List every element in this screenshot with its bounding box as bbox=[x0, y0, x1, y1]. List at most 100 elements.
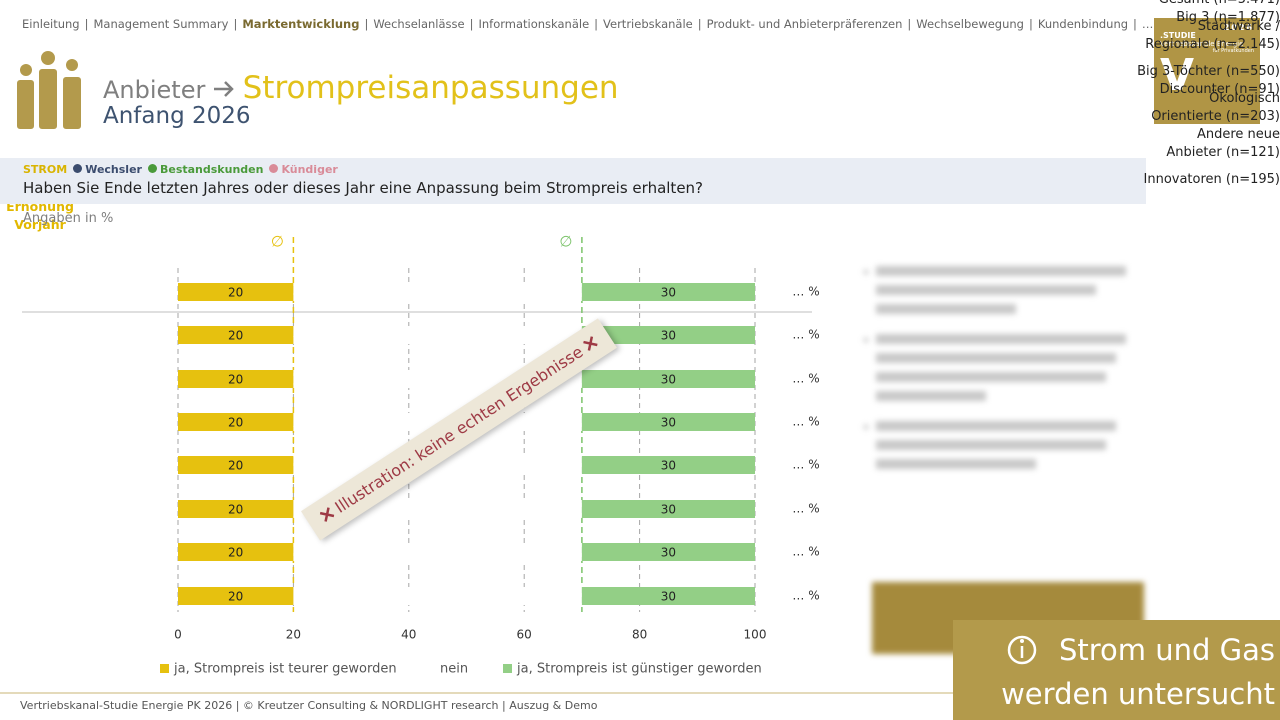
bar-segment bbox=[178, 587, 294, 605]
logo-label: .STUDIE bbox=[1160, 31, 1196, 40]
nav-separator: | bbox=[364, 17, 369, 31]
nav-item: Marktentwicklung bbox=[242, 17, 360, 31]
footer: Vertriebskanal-Studie Energie PK 2026 | … bbox=[20, 699, 598, 712]
nav-item: Produkt- und Anbieterpräferenzen bbox=[706, 17, 903, 31]
logo-letter: V bbox=[1160, 50, 1195, 101]
title-line: Anbieter Strompreisanpassungen bbox=[103, 70, 619, 106]
data-label: 30 bbox=[661, 329, 676, 343]
question-tags: STROM Wechsler Bestandskunden Kündiger bbox=[23, 163, 338, 176]
nav-separator: | bbox=[1028, 17, 1033, 31]
nav-item: Wechselanlässe bbox=[373, 17, 465, 31]
bar-segment bbox=[178, 413, 294, 431]
logo-head: .STUDIE 2026 bbox=[1160, 23, 1254, 40]
x-tick-label: 80 bbox=[632, 628, 647, 642]
subtitle: Anfang 2026 bbox=[103, 103, 251, 129]
nav-item: Einleitung bbox=[22, 17, 80, 31]
bar-segment bbox=[581, 413, 755, 431]
nav-item: Management Summary bbox=[93, 17, 229, 31]
category-label: Innovatoren (n=195) bbox=[1143, 172, 1280, 187]
category-label: Big 3-Töchter (n=550) bbox=[1137, 64, 1280, 79]
breadcrumb-nav: Einleitung | Management Summary | Marktentwi… bbox=[22, 17, 1153, 31]
bar-segment bbox=[581, 370, 755, 388]
bar-segment bbox=[581, 543, 755, 561]
people-icon bbox=[17, 51, 81, 129]
bar-segment bbox=[293, 543, 582, 561]
extra-value: … % bbox=[792, 372, 819, 386]
cross-icon bbox=[319, 507, 335, 522]
category-label: Discounter (n=91) bbox=[1159, 82, 1280, 97]
question: Haben Sie Ende letzten Jahres oder diese… bbox=[23, 179, 704, 197]
arrow-icon bbox=[213, 81, 234, 97]
extra-value: … % bbox=[792, 589, 819, 603]
legend-swatch bbox=[503, 664, 512, 673]
nav-item: Informationskanäle bbox=[478, 17, 590, 31]
watermark: Illustration: keine echten Ergebnisse bbox=[301, 318, 617, 541]
reference-label: ∅ bbox=[271, 233, 284, 251]
logo-line1: Vertriebskanäle Energie bbox=[1160, 40, 1244, 48]
nav-item: Wechselbewegung bbox=[916, 17, 1024, 31]
bar-segment bbox=[293, 283, 582, 301]
callout-text: Strom und Gas werden untersucht bbox=[1001, 633, 1275, 711]
legend-label: nein bbox=[440, 662, 468, 677]
category-label: Gesamt (n=5.471) bbox=[0, 0, 1280, 9]
bar-segment bbox=[178, 283, 294, 301]
question-band bbox=[0, 158, 1146, 204]
x-tick-label: 100 bbox=[744, 628, 767, 642]
x-tick-label: 0 bbox=[174, 628, 182, 642]
nav-separator: | bbox=[84, 17, 89, 31]
tag-dot bbox=[147, 164, 157, 173]
logo-line2: für Privatkunden bbox=[1212, 48, 1254, 54]
blurred-notes bbox=[863, 266, 1144, 654]
tag: Wechsler bbox=[85, 163, 142, 176]
tag: Bestandskunden bbox=[159, 163, 264, 176]
data-label: 20 bbox=[228, 286, 243, 300]
cross-icon bbox=[583, 336, 598, 351]
data-label: 20 bbox=[228, 546, 243, 560]
data-label: 30 bbox=[661, 459, 676, 473]
legend-entry: ja, Strompreis ist günstiger geworden bbox=[503, 662, 762, 677]
legend-entry: nein bbox=[440, 662, 468, 677]
data-label: 30 bbox=[661, 546, 676, 560]
bar-segment bbox=[581, 500, 755, 518]
nav-separator: | bbox=[233, 17, 238, 31]
category-label: Andere neue Anbieter (n=121) bbox=[1166, 127, 1280, 160]
arrow bbox=[213, 76, 235, 104]
bar-segment bbox=[178, 456, 294, 474]
logo-year: 2026 bbox=[1223, 23, 1254, 32]
tag-dot bbox=[73, 164, 83, 173]
bar-segment bbox=[178, 500, 294, 518]
extra-value: … % bbox=[792, 328, 819, 342]
data-label: 30 bbox=[661, 416, 676, 430]
extra-value: … % bbox=[792, 458, 819, 472]
nav-separator: | bbox=[469, 17, 474, 31]
data-label: 20 bbox=[228, 416, 243, 430]
data-label: 30 bbox=[661, 286, 676, 300]
nav-item: … bbox=[1141, 17, 1154, 31]
legend-swatch bbox=[160, 664, 169, 673]
tag: STROM bbox=[23, 163, 68, 176]
x-tick-label: 60 bbox=[517, 628, 532, 642]
bar-segment bbox=[581, 587, 755, 605]
bar-segment bbox=[178, 326, 294, 344]
nav-item: Kundenbindung bbox=[1037, 17, 1129, 31]
x-tick-label: 40 bbox=[401, 628, 416, 642]
data-label: 20 bbox=[228, 373, 243, 387]
x-tick-label: 20 bbox=[286, 628, 301, 642]
data-label: 30 bbox=[661, 373, 676, 387]
note: Angaben in % bbox=[23, 211, 114, 226]
nav-separator: | bbox=[697, 17, 702, 31]
bar-segment bbox=[293, 587, 582, 605]
nav-separator: | bbox=[594, 17, 599, 31]
legend-label: ja, Strompreis ist günstiger geworden bbox=[516, 662, 762, 677]
logo: .STUDIE 2026 Vertriebskanäle Energie für … bbox=[1160, 23, 1254, 98]
bar-segment bbox=[581, 326, 755, 344]
data-label: 20 bbox=[228, 503, 243, 517]
info-icon bbox=[1007, 635, 1037, 665]
data-label: 30 bbox=[661, 590, 676, 604]
title: Strompreisanpassungen bbox=[242, 70, 619, 106]
data-label: 30 bbox=[661, 503, 676, 517]
data-label: 20 bbox=[228, 590, 243, 604]
logo-box bbox=[1154, 18, 1260, 124]
